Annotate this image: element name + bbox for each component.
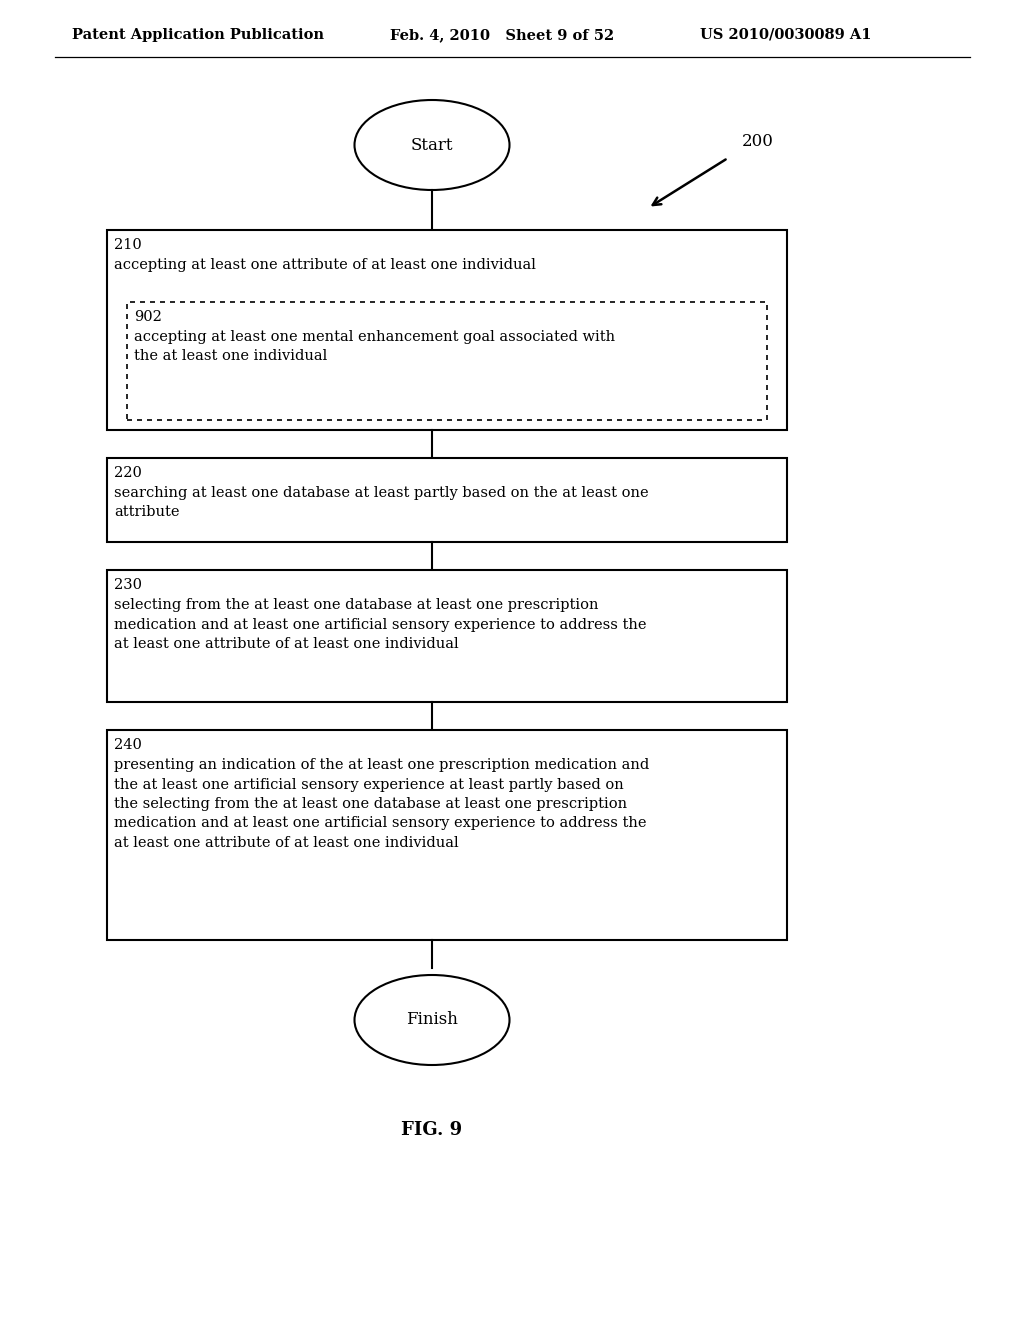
Text: Feb. 4, 2010   Sheet 9 of 52: Feb. 4, 2010 Sheet 9 of 52 (390, 28, 614, 42)
Text: 230: 230 (114, 578, 142, 591)
Text: 220: 220 (114, 466, 142, 480)
FancyBboxPatch shape (106, 230, 787, 430)
FancyBboxPatch shape (106, 570, 787, 702)
FancyBboxPatch shape (106, 458, 787, 543)
Text: Finish: Finish (407, 1011, 458, 1028)
Text: US 2010/0030089 A1: US 2010/0030089 A1 (700, 28, 871, 42)
Text: 200: 200 (742, 133, 774, 150)
Text: accepting at least one attribute of at least one individual: accepting at least one attribute of at l… (114, 257, 536, 272)
Text: presenting an indication of the at least one prescription medication and
the at : presenting an indication of the at least… (114, 758, 649, 850)
FancyBboxPatch shape (106, 730, 787, 940)
Text: 210: 210 (114, 238, 141, 252)
Text: Patent Application Publication: Patent Application Publication (72, 28, 324, 42)
Text: Start: Start (411, 136, 454, 153)
Text: 240: 240 (114, 738, 142, 752)
Text: accepting at least one mental enhancement goal associated with
the at least one : accepting at least one mental enhancemen… (134, 330, 615, 363)
Text: FIG. 9: FIG. 9 (401, 1121, 463, 1139)
FancyBboxPatch shape (127, 302, 767, 420)
Text: searching at least one database at least partly based on the at least one
attrib: searching at least one database at least… (114, 486, 648, 520)
Text: selecting from the at least one database at least one prescription
medication an: selecting from the at least one database… (114, 598, 646, 651)
Text: 902: 902 (134, 310, 162, 323)
